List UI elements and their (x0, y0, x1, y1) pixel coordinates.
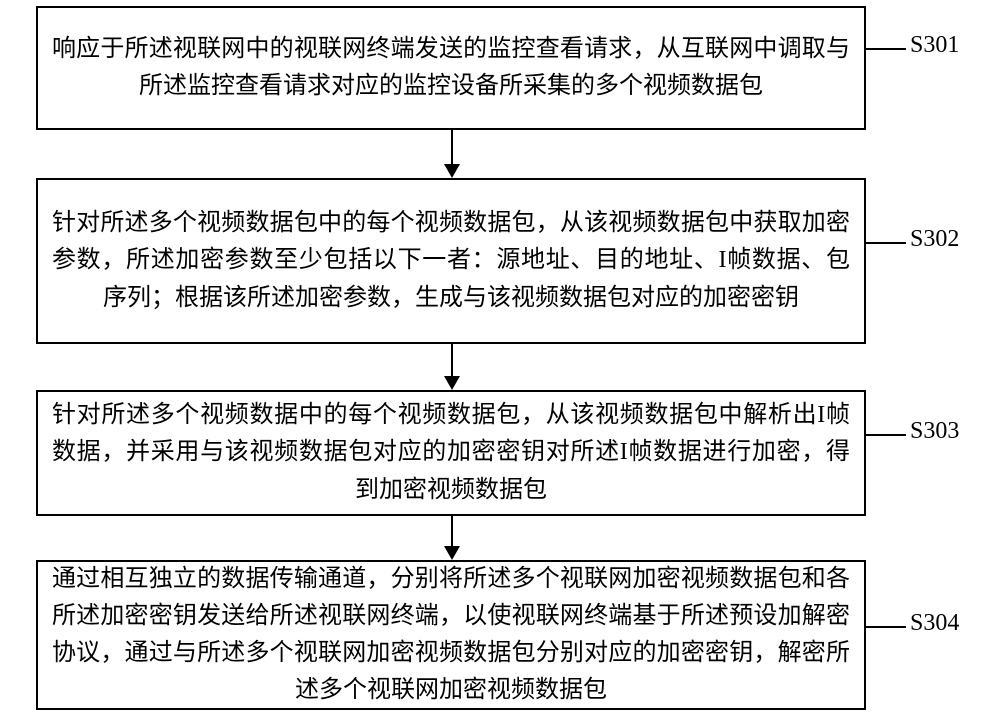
step-label-s304: S304 (910, 610, 959, 637)
step-text: 针对所述多个视频数据中的每个视频数据包，从该视频数据包中解析出I帧数据，并采用与… (52, 397, 850, 509)
step-box-s301: 响应于所述视联网中的视联网终端发送的监控查看请求，从互联网中调取与所述监控查看请… (36, 6, 866, 130)
step-box-s303: 针对所述多个视频数据中的每个视频数据包，从该视频数据包中解析出I帧数据，并采用与… (36, 390, 866, 516)
flowchart-canvas: 响应于所述视联网中的视联网终端发送的监控查看请求，从互联网中调取与所述监控查看请… (0, 0, 1000, 715)
label-connector (866, 48, 906, 50)
arrow-line (451, 130, 453, 166)
label-connector (866, 242, 906, 244)
arrow-line (451, 344, 453, 378)
arrow-head-icon (444, 164, 460, 178)
arrow-head-icon (444, 546, 460, 560)
step-label-s301: S301 (910, 32, 959, 59)
arrow-head-icon (444, 376, 460, 390)
step-text: 通过相互独立的数据传输通道，分别将所述多个视联网加密视频数据包和各所述加密密钥发… (52, 561, 850, 710)
arrow-line (451, 516, 453, 548)
step-label-s302: S302 (910, 226, 959, 253)
step-box-s304: 通过相互独立的数据传输通道，分别将所述多个视联网加密视频数据包和各所述加密密钥发… (36, 560, 866, 710)
step-label-s303: S303 (910, 418, 959, 445)
step-box-s302: 针对所述多个视频数据包中的每个视频数据包，从该视频数据包中获取加密参数，所述加密… (36, 178, 866, 344)
label-connector (866, 434, 906, 436)
step-text: 响应于所述视联网中的视联网终端发送的监控查看请求，从互联网中调取与所述监控查看请… (52, 31, 850, 105)
label-connector (866, 626, 906, 628)
step-text: 针对所述多个视频数据包中的每个视频数据包，从该视频数据包中获取加密参数，所述加密… (52, 205, 850, 317)
